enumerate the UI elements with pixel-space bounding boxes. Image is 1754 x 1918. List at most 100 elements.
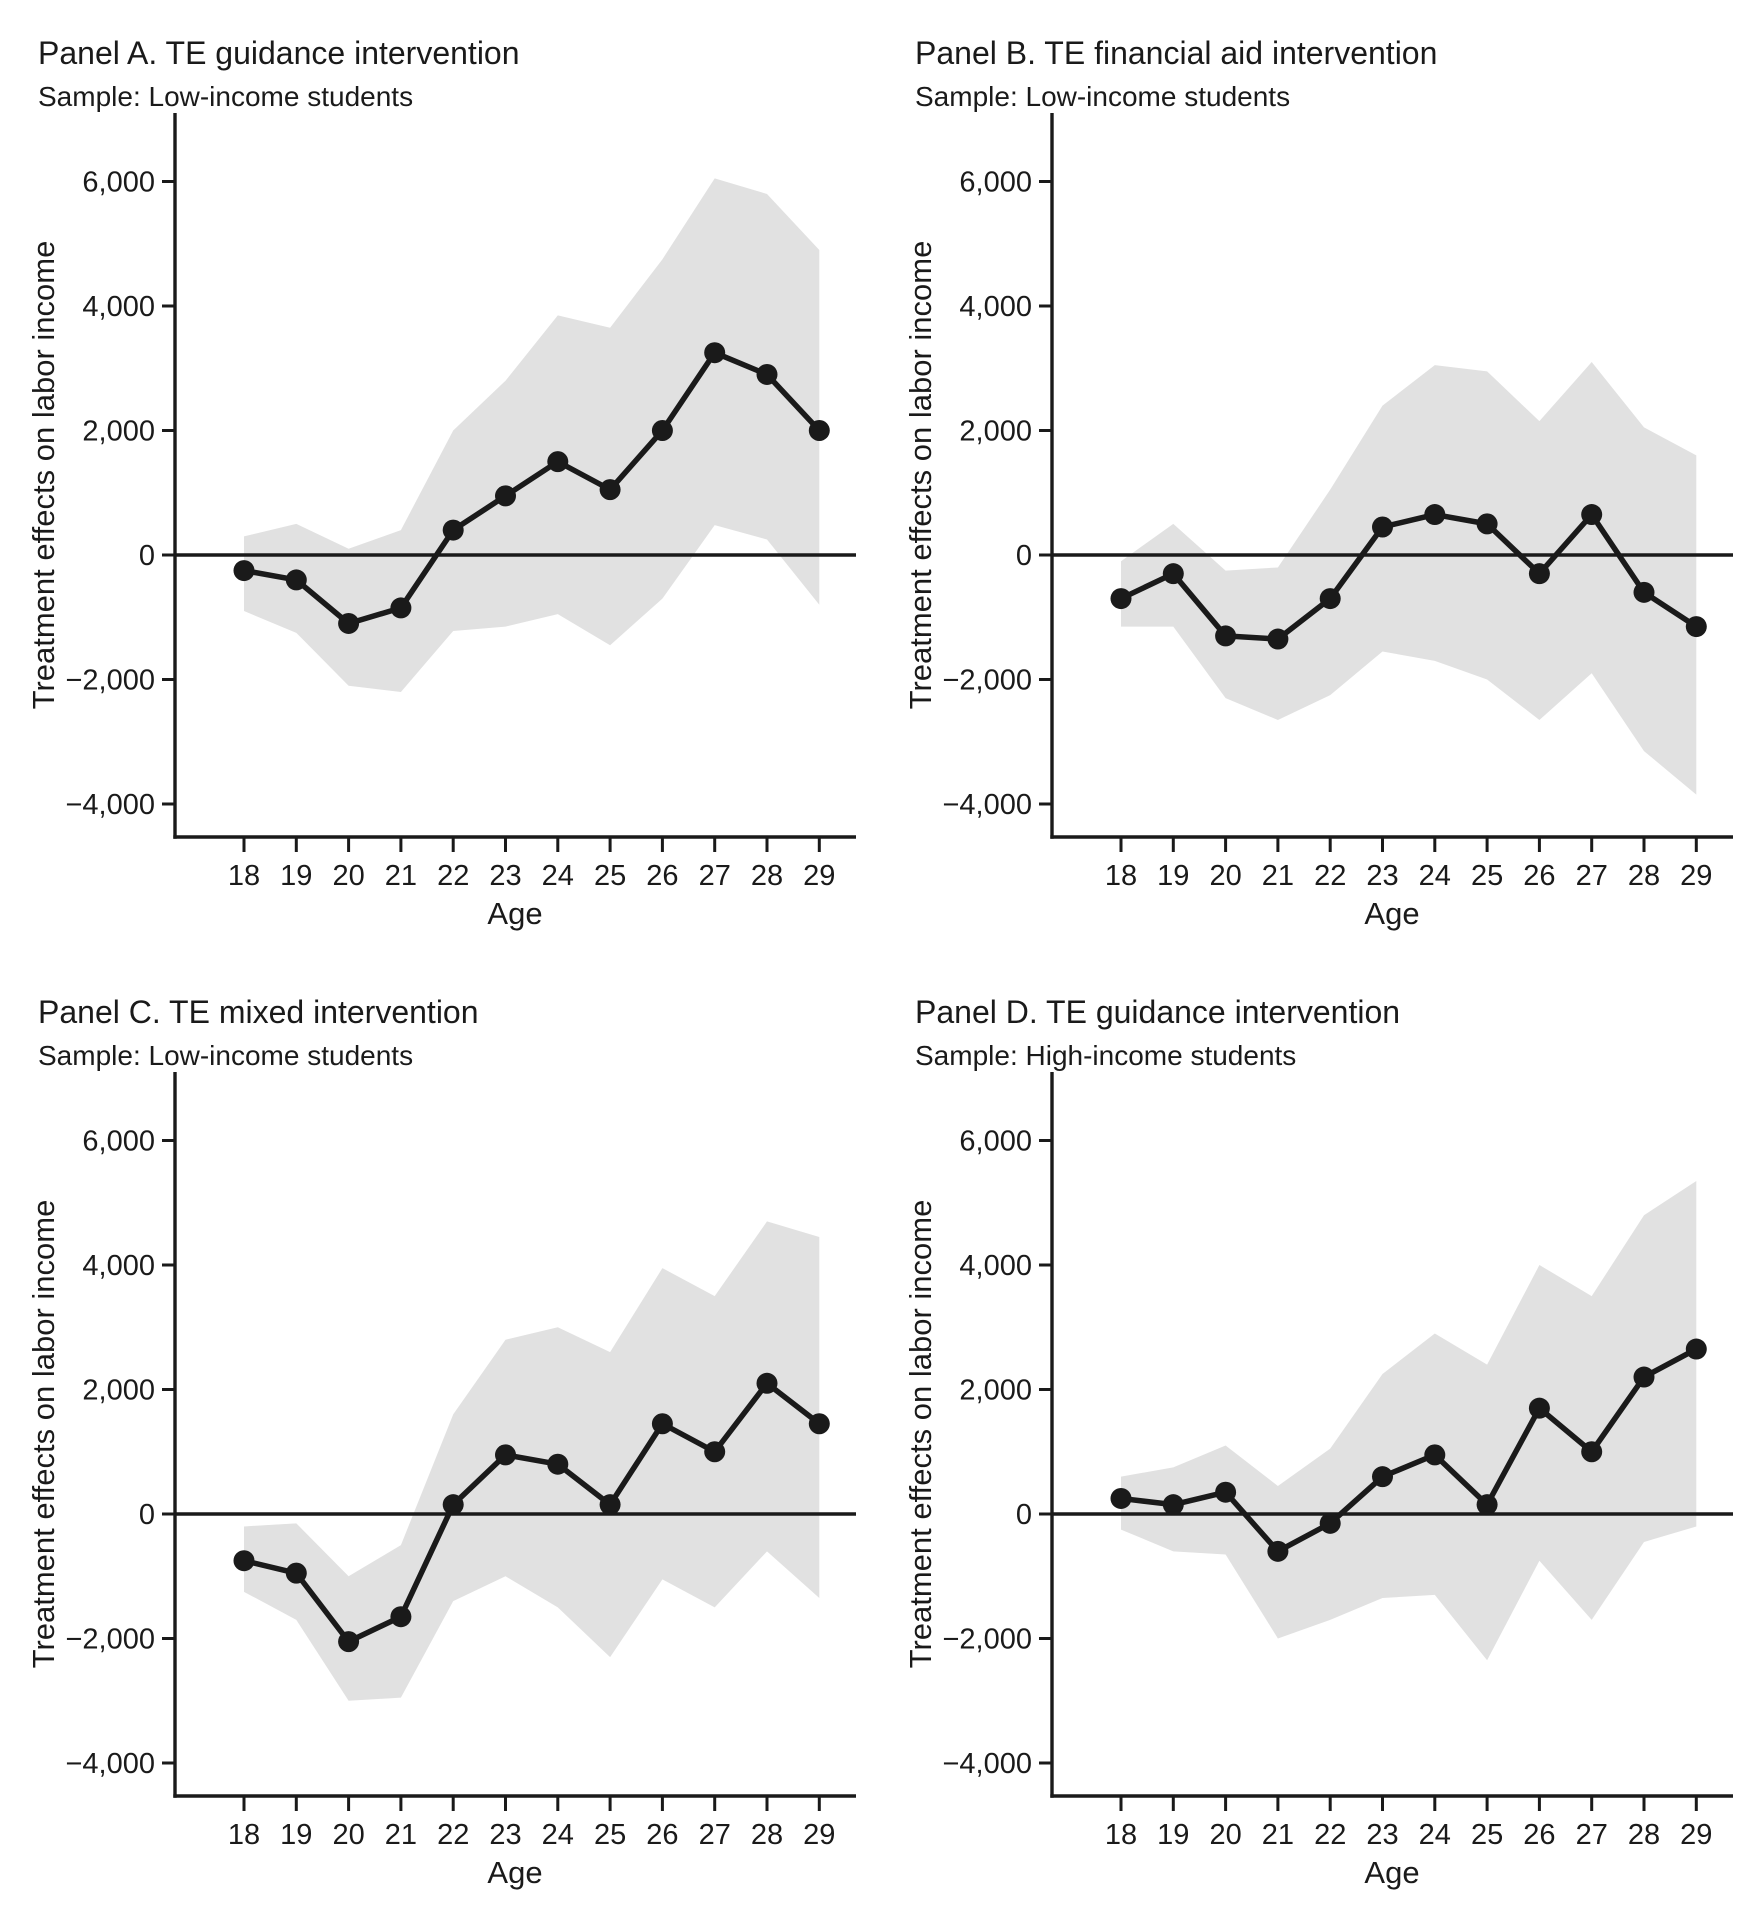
data-point-marker	[1685, 616, 1707, 638]
data-point-marker	[442, 1494, 464, 1516]
x-tick-label: 23	[1366, 1819, 1398, 1851]
x-tick-label: 28	[751, 1819, 783, 1851]
data-point-marker	[1267, 1540, 1289, 1562]
panel-b-chart: Panel B. TE financial aid intervention S…	[903, 35, 1733, 931]
y-tick-label: −2,000	[942, 665, 1032, 697]
y-tick-label: 0	[1016, 540, 1032, 572]
data-point-marker	[547, 451, 569, 473]
panel-c-xlabel: Age	[487, 1855, 542, 1890]
y-tick-label: 0	[139, 540, 155, 572]
data-point-marker	[495, 485, 516, 507]
data-point-marker	[599, 479, 621, 501]
x-tick-label: 26	[646, 860, 678, 892]
x-tick-label: 25	[594, 860, 626, 892]
data-point-marker	[1319, 1512, 1341, 1534]
x-tick-label: 25	[1471, 860, 1503, 892]
x-tick-label: 24	[542, 1819, 574, 1851]
panel-d-subtitle: Sample: High-income students	[915, 1040, 1296, 1071]
confidence-band	[1121, 362, 1697, 795]
panel-d-ylabel: Treatment effects on labor income	[903, 1200, 938, 1669]
y-tick-label: −4,000	[942, 789, 1032, 821]
data-point-marker	[651, 1413, 673, 1435]
data-point-marker	[495, 1444, 516, 1466]
y-tick-label: 4,000	[959, 1250, 1032, 1282]
y-tick-label: −2,000	[65, 1624, 155, 1656]
x-tick-label: 20	[1209, 860, 1241, 892]
data-point-marker	[1528, 1397, 1550, 1419]
x-tick-label: 28	[1628, 860, 1660, 892]
y-tick-label: 2,000	[82, 416, 155, 448]
data-point-marker	[1581, 1441, 1603, 1463]
y-tick-label: 4,000	[82, 1250, 155, 1282]
x-tick-label: 18	[228, 1819, 260, 1851]
x-tick-label: 18	[1105, 860, 1137, 892]
panel-a-subtitle: Sample: Low-income students	[38, 81, 413, 112]
y-tick-label: 6,000	[82, 167, 155, 199]
y-tick-label: 6,000	[959, 167, 1032, 199]
x-tick-label: 23	[1366, 860, 1398, 892]
x-tick-label: 29	[1680, 860, 1712, 892]
x-tick-label: 19	[1157, 860, 1189, 892]
data-point-marker	[233, 560, 255, 582]
x-tick-label: 25	[1471, 1819, 1503, 1851]
data-point-marker	[651, 420, 673, 441]
data-point-marker	[1528, 563, 1550, 585]
x-tick-label: 27	[1576, 860, 1608, 892]
panel-b-plot-area: 6,000 4,000 2,000 0 −2,000 −4,000 18 19 20 21 22 23…	[942, 113, 1733, 892]
data-point-marker	[1267, 628, 1289, 650]
y-tick-label: 2,000	[959, 416, 1032, 448]
panel-b-ylabel: Treatment effects on labor income	[903, 241, 938, 710]
data-point-marker	[1372, 1466, 1393, 1488]
panel-a: Panel A. TE guidance intervention Sample…	[0, 0, 877, 959]
x-tick-label: 29	[1680, 1819, 1712, 1851]
panel-c-plot-area: 6,000 4,000 2,000 0 −2,000 −4,000 18 19 20 21 22 23…	[65, 1072, 856, 1851]
data-point-marker	[1110, 588, 1132, 610]
x-tick-label: 27	[1576, 1819, 1608, 1851]
x-tick-label: 19	[280, 1819, 312, 1851]
data-point-marker	[1476, 1494, 1498, 1516]
x-tick-label: 26	[646, 1819, 678, 1851]
y-tick-label: 6,000	[959, 1126, 1032, 1158]
x-tick-label: 21	[1262, 860, 1294, 892]
data-point-marker	[808, 420, 830, 441]
y-tick-label: −4,000	[65, 789, 155, 821]
panel-d: Panel D. TE guidance intervention Sample…	[877, 959, 1754, 1918]
x-tick-label: 20	[332, 1819, 364, 1851]
panel-d-plot-area: 6,000 4,000 2,000 0 −2,000 −4,000 18 19 20 21 22 23…	[942, 1072, 1733, 1851]
panel-d-chart: Panel D. TE guidance intervention Sample…	[903, 994, 1733, 1890]
x-tick-label: 21	[1262, 1819, 1294, 1851]
panel-b-title: Panel B. TE financial aid intervention	[915, 35, 1437, 71]
x-tick-label: 19	[280, 860, 312, 892]
x-tick-label: 26	[1523, 1819, 1555, 1851]
data-point-marker	[1162, 1494, 1184, 1516]
data-point-marker	[1162, 563, 1184, 585]
x-tick-label: 19	[1157, 1819, 1189, 1851]
panel-d-xlabel: Age	[1364, 1855, 1419, 1890]
data-point-marker	[1633, 581, 1655, 603]
x-tick-label: 29	[803, 860, 835, 892]
x-tick-label: 24	[542, 860, 574, 892]
y-tick-label: 4,000	[959, 291, 1032, 323]
y-tick-label: 2,000	[959, 1375, 1032, 1407]
x-tick-label: 22	[1314, 1819, 1346, 1851]
data-point-marker	[1424, 1444, 1446, 1466]
x-tick-label: 28	[751, 860, 783, 892]
data-point-marker	[1424, 504, 1446, 526]
y-tick-label: 2,000	[82, 1375, 155, 1407]
data-point-marker	[808, 1413, 830, 1435]
panel-a-ylabel: Treatment effects on labor income	[26, 241, 61, 710]
panel-c-subtitle: Sample: Low-income students	[38, 1040, 413, 1071]
data-point-marker	[599, 1494, 621, 1516]
x-tick-label: 18	[1105, 1819, 1137, 1851]
data-point-marker	[1633, 1366, 1655, 1388]
y-tick-label: −4,000	[942, 1748, 1032, 1780]
x-tick-label: 24	[1419, 1819, 1451, 1851]
data-point-marker	[1215, 1481, 1237, 1503]
x-tick-label: 23	[489, 1819, 521, 1851]
confidence-band	[244, 178, 820, 692]
data-point-marker	[1581, 504, 1603, 526]
data-point-marker	[390, 597, 412, 619]
data-point-marker	[1215, 625, 1237, 647]
panel-c-ylabel: Treatment effects on labor income	[26, 1200, 61, 1669]
data-point-marker	[756, 1372, 778, 1394]
